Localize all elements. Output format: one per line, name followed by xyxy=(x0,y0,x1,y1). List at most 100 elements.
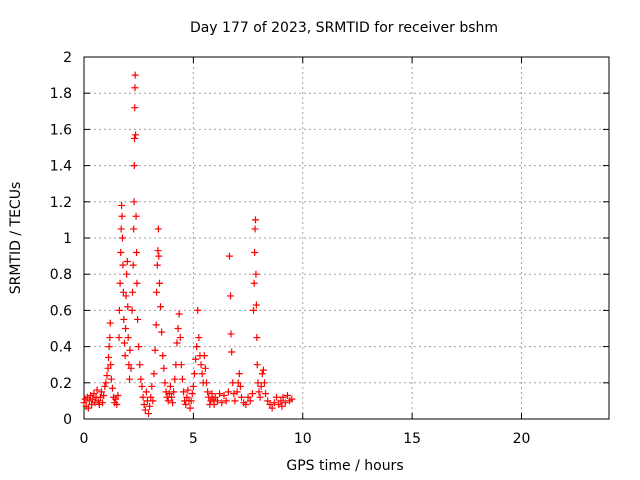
data-point xyxy=(120,315,128,323)
data-point xyxy=(145,410,153,418)
data-point xyxy=(195,334,203,342)
data-point xyxy=(190,370,198,378)
data-point xyxy=(220,391,228,399)
data-point xyxy=(161,379,169,387)
data-point xyxy=(233,388,241,396)
data-point xyxy=(252,301,260,309)
data-point xyxy=(99,399,107,407)
data-point xyxy=(118,201,126,209)
data-point xyxy=(278,402,286,410)
data-point xyxy=(117,248,125,256)
data-point xyxy=(138,382,146,390)
data-point xyxy=(106,319,114,327)
data-point xyxy=(100,391,108,399)
data-point xyxy=(187,397,195,405)
data-point xyxy=(155,279,163,287)
data-point xyxy=(130,198,138,206)
data-point xyxy=(125,361,133,369)
data-point xyxy=(162,388,170,396)
data-point xyxy=(251,248,259,256)
data-point xyxy=(273,393,280,401)
data-point xyxy=(139,393,147,401)
data-point xyxy=(130,162,138,170)
data-point xyxy=(132,131,140,139)
data-point xyxy=(131,71,139,79)
data-point xyxy=(170,388,178,396)
data-point xyxy=(107,361,115,369)
data-point xyxy=(266,401,274,409)
data-point xyxy=(108,384,116,392)
data-point xyxy=(222,397,230,405)
data-point xyxy=(123,270,131,278)
data-point xyxy=(126,346,134,354)
data-point xyxy=(257,382,265,390)
data-point xyxy=(216,390,224,398)
data-point xyxy=(182,401,190,409)
data-point xyxy=(129,288,137,296)
data-point xyxy=(128,306,136,314)
chart-title: Day 177 of 2023, SRMTID for receiver bsh… xyxy=(190,20,498,36)
data-point xyxy=(117,225,125,233)
data-point xyxy=(279,393,287,401)
y-tick-label: 1.2 xyxy=(50,195,72,211)
data-point xyxy=(119,288,127,296)
data-point xyxy=(114,391,122,399)
data-point xyxy=(255,388,263,396)
axes: 00.20.40.60.811.21.41.61.820 5 10 15 20 xyxy=(50,50,609,447)
data-point xyxy=(129,261,137,269)
data-point xyxy=(242,401,250,409)
data-point xyxy=(102,379,110,387)
data-point xyxy=(159,352,167,360)
data-point xyxy=(176,334,184,342)
x-tick-label: 20 xyxy=(513,431,531,447)
data-point xyxy=(154,247,162,255)
data-point xyxy=(119,234,126,242)
x-axis-label: GPS time / hours xyxy=(286,458,403,474)
data-point xyxy=(90,390,98,398)
data-point xyxy=(119,261,127,269)
data-point xyxy=(168,393,175,401)
data-point xyxy=(173,339,181,347)
data-point xyxy=(140,401,148,409)
data-point xyxy=(188,390,196,398)
data-point xyxy=(105,353,112,361)
x-tick-label: 10 xyxy=(294,431,312,447)
data-point xyxy=(213,397,221,405)
data-point xyxy=(154,225,162,233)
data-point xyxy=(166,382,174,390)
data-point xyxy=(116,279,124,287)
data-point xyxy=(260,379,268,387)
grid-lines xyxy=(84,57,609,419)
x-tick-label: 15 xyxy=(403,431,421,447)
y-axis-label: SRMTID / TECUs xyxy=(8,182,24,295)
data-point xyxy=(133,248,140,256)
data-point xyxy=(194,306,202,314)
data-point xyxy=(262,390,270,398)
data-point xyxy=(256,393,264,401)
data-point xyxy=(252,216,259,224)
y-tick-label: 0.8 xyxy=(50,267,72,283)
data-point xyxy=(135,343,143,351)
data-point xyxy=(132,212,140,220)
data-point xyxy=(150,370,158,378)
data-point xyxy=(164,397,172,405)
data-point xyxy=(152,321,160,329)
data-point xyxy=(288,395,296,403)
data-point xyxy=(153,288,161,296)
data-point xyxy=(281,399,289,407)
data-point xyxy=(146,402,154,410)
data-point xyxy=(224,388,232,396)
data-points xyxy=(80,71,296,418)
data-point xyxy=(205,393,213,401)
data-point xyxy=(259,366,267,374)
data-point xyxy=(277,397,285,405)
data-point xyxy=(210,401,218,409)
data-point xyxy=(93,386,101,394)
data-point xyxy=(104,364,112,372)
data-point xyxy=(115,334,123,342)
data-point xyxy=(178,375,186,383)
y-tick-label: 0.4 xyxy=(50,340,72,356)
data-point xyxy=(251,225,259,233)
data-point xyxy=(225,252,233,260)
y-tick-label: 0 xyxy=(63,412,72,428)
